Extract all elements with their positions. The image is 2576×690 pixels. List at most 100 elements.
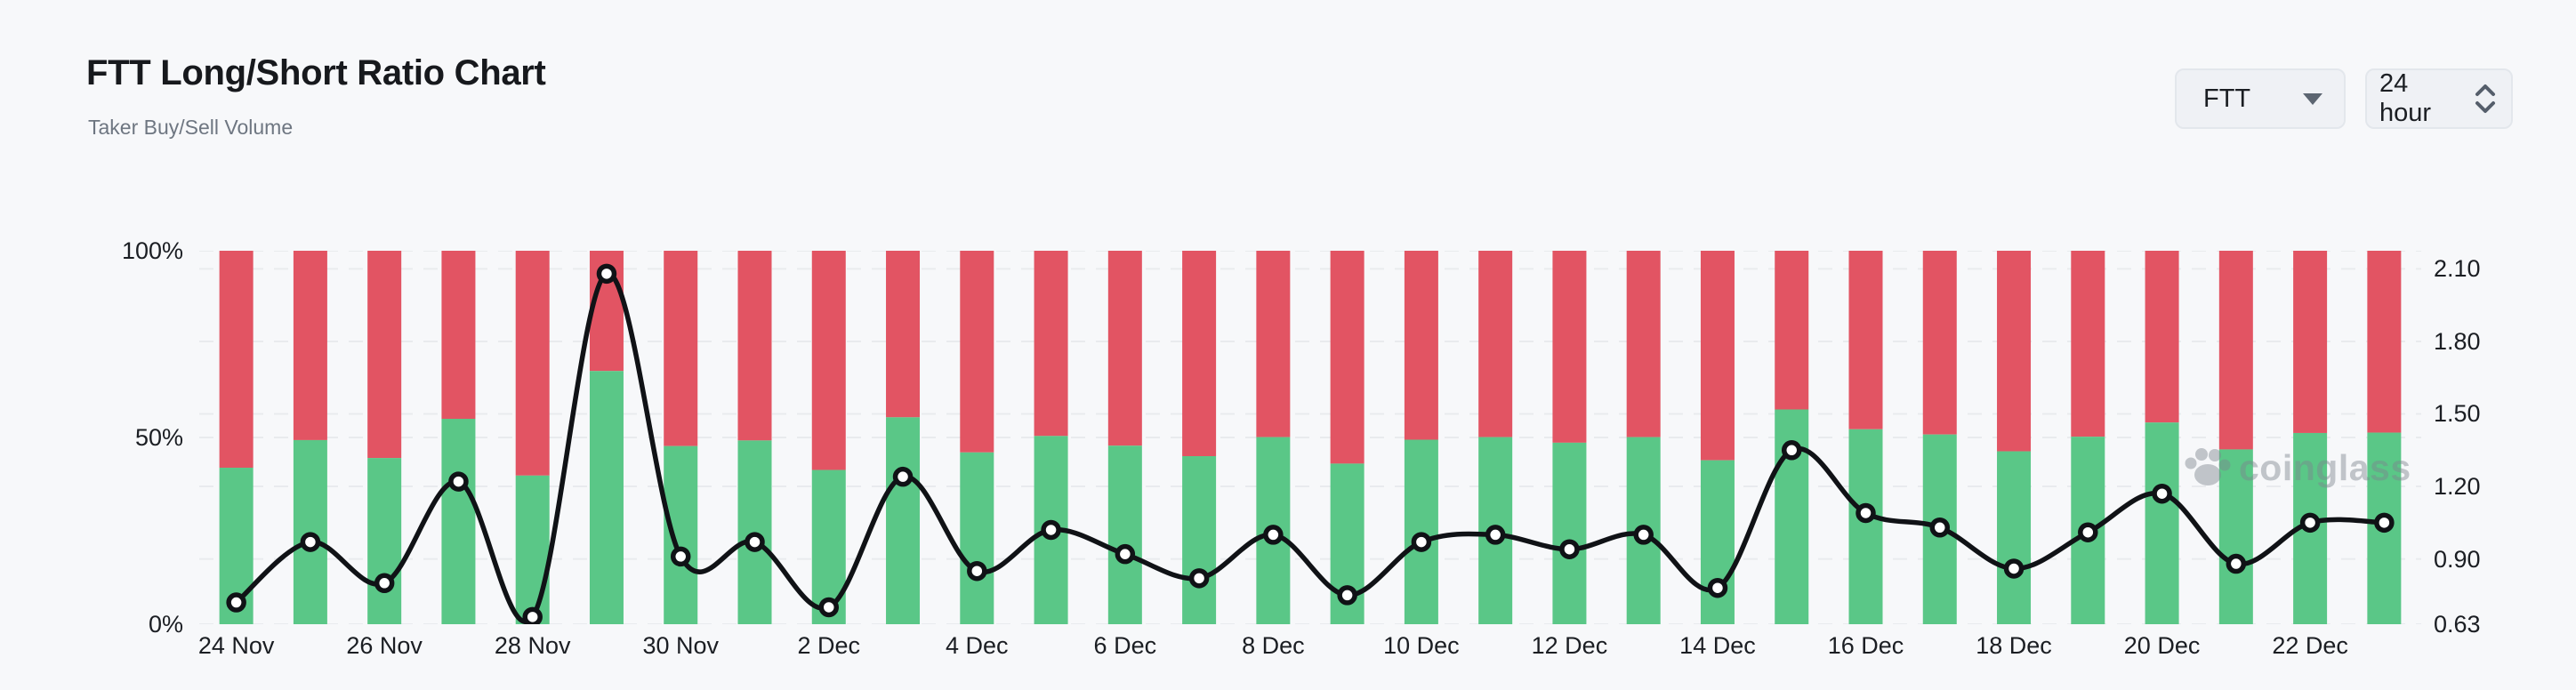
taker-sell-bar — [2218, 251, 2253, 450]
x-axis-label: 8 Dec — [1242, 632, 1305, 659]
ratio-point — [1559, 539, 1580, 559]
taker-sell-bar — [737, 251, 772, 441]
taker-buy-bar — [589, 371, 624, 624]
ratio-point — [1781, 440, 1802, 461]
taker-sell-bar — [886, 251, 921, 418]
ratio-point — [1707, 577, 1728, 598]
ratio-point — [892, 466, 914, 487]
ratio-point — [967, 560, 987, 582]
ratio-point — [596, 263, 617, 285]
ratio-line — [233, 271, 2387, 624]
taker-buy-bar — [1107, 445, 1142, 624]
taker-sell-bar — [1997, 251, 2032, 452]
ratio-point — [670, 546, 691, 567]
taker-buy-bar — [1997, 451, 2032, 624]
unfold-more-icon — [2472, 82, 2499, 116]
ratio-point — [1115, 543, 1136, 565]
x-axis-label: 18 Dec — [1976, 632, 2052, 659]
taker-sell-bar — [1848, 251, 1883, 429]
ratio-point — [448, 471, 469, 492]
ratio-point — [2374, 512, 2395, 534]
interval-select[interactable]: 24 hour — [2365, 68, 2513, 129]
taker-sell-bar — [1922, 251, 1957, 435]
ratio-point — [1188, 568, 1210, 589]
taker-sell-bar — [1626, 251, 1661, 437]
chart-plot-area[interactable] — [199, 251, 2421, 624]
ratio-point — [1411, 532, 1432, 552]
ratio-point — [818, 597, 840, 618]
x-axis-label: 16 Dec — [1827, 632, 1904, 659]
chart-controls: FTT 24 hour — [2175, 68, 2513, 129]
taker-sell-bar — [1182, 251, 1217, 456]
taker-buy-bar — [2145, 422, 2179, 624]
ratio-point — [1856, 502, 1876, 524]
taker-sell-bar — [367, 251, 402, 459]
ratio-point — [522, 606, 543, 624]
ratio-point — [2003, 558, 2025, 579]
taker-sell-bar — [1775, 251, 1809, 410]
x-axis-label: 24 Nov — [197, 632, 275, 659]
page-title: FTT Long/Short Ratio Chart — [86, 53, 546, 92]
symbol-select[interactable]: FTT — [2175, 68, 2346, 129]
x-axis-label: 20 Dec — [2123, 632, 2201, 659]
interval-select-value: 24 hour — [2379, 69, 2432, 127]
taker-sell-bar — [2071, 251, 2105, 437]
x-axis-label: 30 Nov — [642, 632, 719, 659]
ratio-point — [2078, 522, 2098, 542]
y-axis-right-label: 0.90 — [2434, 545, 2481, 573]
ratio-point — [226, 592, 246, 613]
y-axis-left-label: 50% — [134, 424, 183, 451]
ratio-point — [374, 573, 395, 594]
y-axis-right-label: 1.50 — [2434, 400, 2481, 428]
chart-plot-svg — [199, 251, 2421, 624]
taker-buy-bar — [886, 417, 921, 624]
ratio-point — [1337, 585, 1357, 606]
ratio-point — [300, 532, 321, 552]
ratio-point — [1929, 518, 1951, 538]
caret-down-icon — [2303, 92, 2322, 105]
ratio-point — [1041, 519, 1061, 541]
taker-buy-bar — [1848, 429, 1883, 624]
x-axis-label: 26 Nov — [346, 632, 423, 659]
taker-sell-bar — [1404, 251, 1438, 440]
ratio-point — [2152, 483, 2172, 504]
taker-buy-bar — [1552, 442, 1587, 624]
taker-sell-bar — [1478, 251, 1513, 437]
taker-sell-bar — [1256, 251, 1291, 437]
x-axis-label: 6 Dec — [1093, 632, 1157, 659]
taker-sell-bar — [2293, 251, 2328, 433]
taker-buy-bar — [664, 445, 698, 624]
y-axis-right-label: 1.20 — [2434, 473, 2481, 501]
taker-sell-bar — [1552, 251, 1587, 443]
taker-sell-bar — [515, 251, 550, 476]
ratio-point — [2299, 512, 2321, 534]
x-axis-label: 28 Nov — [494, 632, 571, 659]
taker-buy-bar — [960, 452, 994, 624]
taker-sell-bar — [219, 251, 254, 469]
taker-buy-bar — [1700, 460, 1735, 624]
taker-sell-bar — [664, 251, 698, 446]
taker-sell-bar — [811, 251, 846, 470]
x-axis-label: 10 Dec — [1383, 632, 1460, 659]
taker-buy-bar — [1404, 439, 1438, 624]
taker-sell-bar — [1034, 251, 1068, 437]
x-axis-label: 14 Dec — [1679, 632, 1756, 659]
taker-buy-bar — [1182, 456, 1217, 624]
taker-sell-bar — [2145, 251, 2179, 423]
x-axis-label: 22 Dec — [2272, 632, 2348, 659]
taker-sell-bar — [960, 251, 994, 453]
taker-buy-bar — [441, 419, 476, 624]
symbol-select-value: FTT — [2203, 84, 2251, 113]
taker-sell-bar — [293, 251, 327, 440]
taker-buy-bar — [2218, 449, 2253, 624]
ratio-point — [745, 532, 765, 552]
x-axis-label: 12 Dec — [1531, 632, 1608, 659]
taker-sell-bar — [1330, 251, 1364, 464]
y-axis-right-label: 2.10 — [2434, 255, 2481, 283]
taker-sell-bar — [1700, 251, 1735, 461]
y-axis-left-label: 100% — [121, 237, 183, 264]
taker-sell-bar — [441, 251, 476, 419]
taker-buy-bar — [515, 475, 550, 624]
y-axis-right-label: 1.80 — [2434, 327, 2481, 355]
